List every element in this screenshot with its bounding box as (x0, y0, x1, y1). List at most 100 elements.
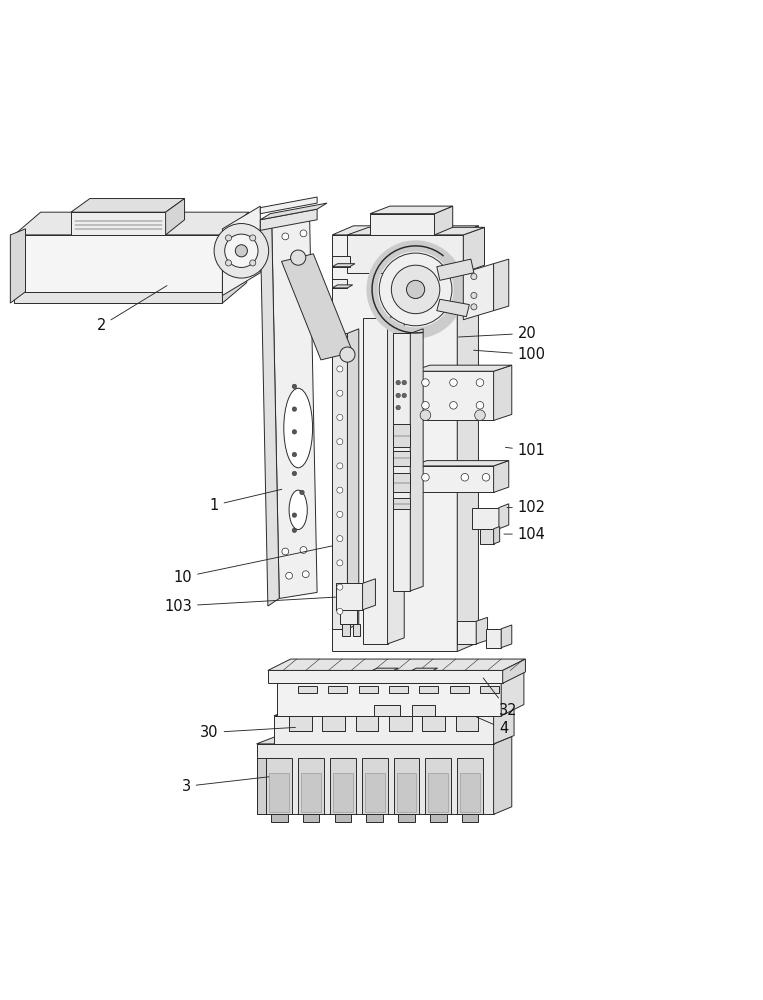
Circle shape (336, 608, 343, 614)
Polygon shape (412, 466, 494, 492)
Circle shape (420, 410, 431, 420)
Polygon shape (272, 214, 317, 598)
Polygon shape (298, 686, 317, 693)
Polygon shape (353, 624, 360, 636)
Polygon shape (456, 716, 478, 731)
Polygon shape (462, 814, 478, 822)
Polygon shape (332, 264, 355, 267)
Polygon shape (340, 610, 357, 624)
Circle shape (336, 560, 343, 566)
Circle shape (285, 572, 292, 579)
Polygon shape (282, 254, 353, 360)
Polygon shape (362, 318, 388, 644)
Polygon shape (429, 773, 448, 812)
Polygon shape (269, 773, 289, 812)
Circle shape (396, 380, 401, 385)
Text: 1: 1 (209, 489, 282, 513)
Circle shape (225, 234, 258, 267)
Polygon shape (501, 625, 512, 648)
Circle shape (336, 414, 343, 420)
Polygon shape (289, 716, 312, 731)
Polygon shape (260, 197, 317, 214)
Polygon shape (457, 621, 476, 644)
Polygon shape (472, 508, 499, 529)
Polygon shape (503, 659, 526, 683)
Circle shape (449, 379, 457, 386)
Polygon shape (476, 617, 488, 644)
Circle shape (250, 260, 256, 266)
Polygon shape (393, 473, 410, 492)
Polygon shape (494, 259, 509, 311)
Polygon shape (347, 235, 463, 273)
Circle shape (336, 584, 343, 590)
Polygon shape (347, 227, 485, 235)
Polygon shape (370, 214, 434, 235)
Circle shape (336, 342, 343, 348)
Text: 30: 30 (200, 725, 295, 740)
Polygon shape (393, 498, 410, 509)
Polygon shape (256, 758, 266, 814)
Polygon shape (256, 736, 512, 744)
Circle shape (250, 235, 256, 241)
Polygon shape (14, 235, 223, 295)
Polygon shape (274, 708, 514, 716)
Polygon shape (501, 672, 524, 716)
Circle shape (225, 235, 231, 241)
Circle shape (396, 393, 401, 398)
Polygon shape (260, 220, 279, 606)
Polygon shape (303, 814, 320, 822)
Polygon shape (389, 686, 408, 693)
Polygon shape (356, 716, 378, 731)
Polygon shape (423, 716, 445, 731)
Circle shape (422, 473, 430, 481)
Circle shape (422, 379, 430, 386)
Circle shape (336, 487, 343, 493)
Polygon shape (398, 814, 415, 822)
Polygon shape (332, 279, 347, 288)
Circle shape (292, 407, 297, 411)
Polygon shape (460, 773, 480, 812)
Polygon shape (277, 683, 501, 716)
Polygon shape (362, 579, 375, 610)
Polygon shape (330, 758, 356, 814)
Circle shape (292, 513, 297, 517)
Polygon shape (426, 758, 451, 814)
Text: 2: 2 (97, 286, 167, 333)
Polygon shape (412, 705, 434, 716)
Polygon shape (480, 529, 494, 544)
Polygon shape (420, 686, 438, 693)
Circle shape (379, 253, 452, 326)
Polygon shape (277, 672, 524, 683)
Circle shape (476, 402, 484, 409)
Text: 4: 4 (476, 717, 508, 736)
Circle shape (336, 439, 343, 445)
Text: 104: 104 (504, 527, 546, 542)
Polygon shape (301, 773, 321, 812)
Text: 101: 101 (505, 443, 546, 458)
Circle shape (336, 536, 343, 542)
Circle shape (292, 384, 297, 389)
Polygon shape (412, 668, 437, 670)
Polygon shape (412, 365, 512, 371)
Polygon shape (268, 670, 503, 683)
Text: 10: 10 (173, 546, 332, 585)
Polygon shape (260, 203, 327, 220)
Polygon shape (389, 716, 412, 731)
Polygon shape (14, 292, 223, 303)
Polygon shape (362, 758, 388, 814)
Polygon shape (332, 235, 457, 651)
Polygon shape (359, 686, 378, 693)
Polygon shape (410, 329, 423, 591)
Polygon shape (334, 814, 351, 822)
Polygon shape (266, 758, 292, 814)
Polygon shape (494, 365, 512, 420)
Circle shape (449, 402, 457, 409)
Ellipse shape (289, 490, 307, 530)
Circle shape (300, 490, 304, 495)
Polygon shape (365, 773, 385, 812)
Polygon shape (268, 659, 526, 670)
Circle shape (461, 473, 468, 481)
Circle shape (336, 390, 343, 396)
Circle shape (300, 230, 307, 237)
Circle shape (292, 528, 297, 533)
